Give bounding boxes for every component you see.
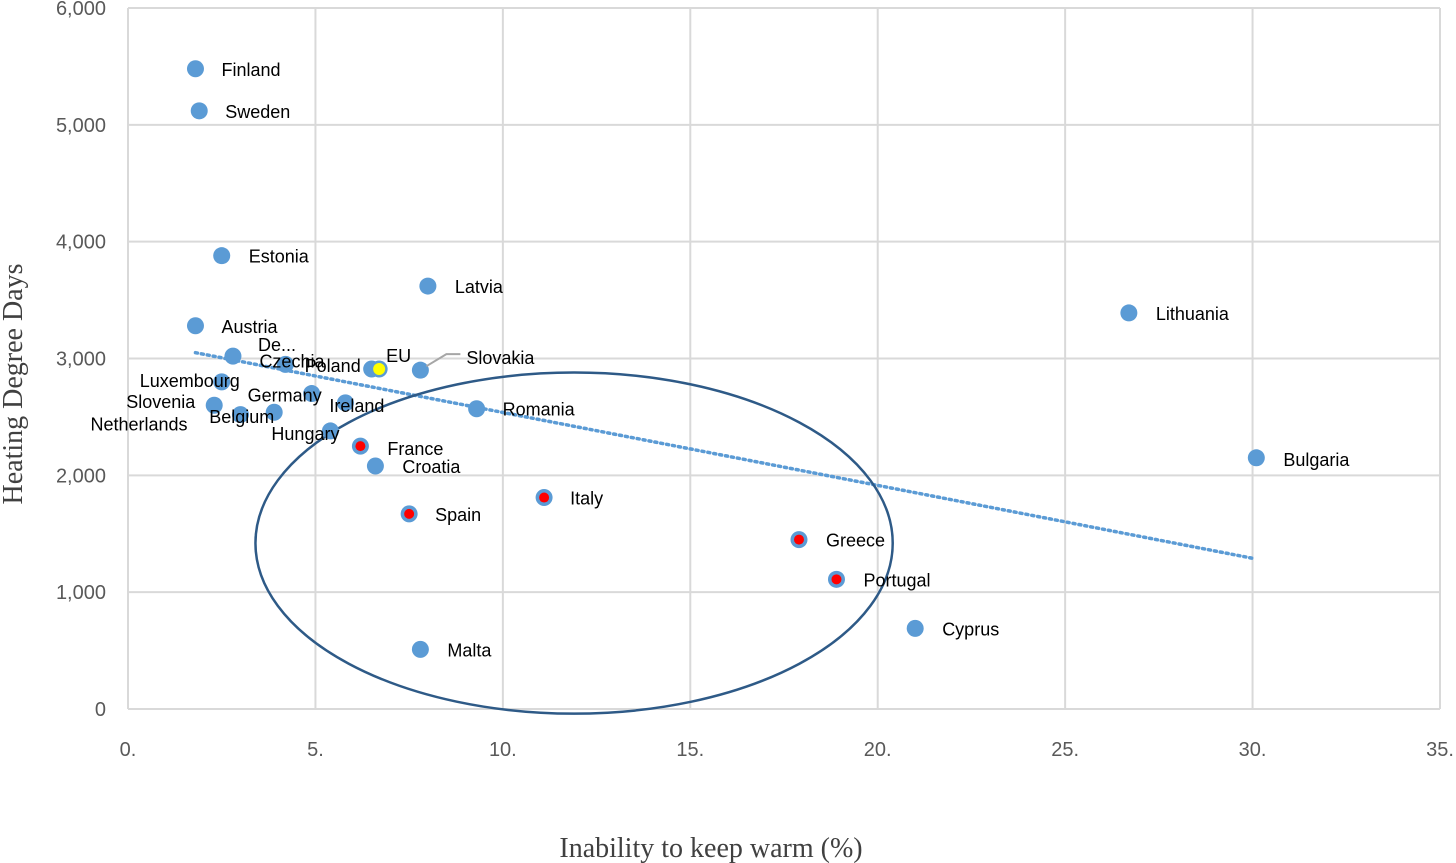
x-tick-label: 35.: [1426, 739, 1454, 761]
slovakia-leader-line: [425, 353, 461, 368]
label-luxembourg: Luxembourg: [140, 371, 240, 391]
point-cyprus: [906, 619, 924, 637]
point-czechia: [276, 355, 294, 373]
label-malta: Malta: [447, 640, 492, 660]
x-tick-label: 30.: [1239, 739, 1267, 761]
label-portugal: Portugal: [863, 570, 930, 590]
y-tick-label: 3,000: [56, 349, 106, 371]
point-bulgaria: [1247, 449, 1265, 467]
label-de: De...: [258, 335, 296, 355]
label-romania: Romania: [503, 400, 576, 420]
label-estonia: Estonia: [249, 247, 310, 267]
label-bulgaria: Bulgaria: [1283, 450, 1350, 470]
x-tick-label: 0.: [120, 739, 137, 761]
point-greece-core: [793, 534, 804, 545]
label-netherlands: Netherlands: [90, 415, 187, 435]
label-slovenia: Slovenia: [126, 392, 196, 412]
highlight-ellipse: [254, 371, 894, 715]
x-tick-label: 10.: [489, 739, 517, 761]
label-slovakia: Slovakia: [466, 348, 535, 368]
label-italy: Italy: [570, 489, 603, 509]
point-italy-core: [539, 492, 550, 503]
point-france-core: [355, 441, 366, 452]
point-sweden: [190, 102, 208, 120]
x-tick-label: 25.: [1051, 739, 1079, 761]
trendline: [193, 350, 1255, 561]
point-finland: [186, 60, 204, 78]
y-tick-label: 5,000: [56, 115, 106, 137]
x-tick-label: 5.: [307, 739, 324, 761]
label-belgium: Belgium: [209, 407, 274, 427]
y-tick-label: 4,000: [56, 232, 106, 254]
label-france: France: [387, 439, 443, 459]
point-spain-core: [404, 508, 415, 519]
point-portugal-core: [831, 574, 842, 585]
y-tick-label: 1,000: [56, 582, 106, 604]
y-tick-label: 2,000: [56, 465, 106, 487]
label-ireland: Ireland: [329, 396, 384, 416]
label-greece: Greece: [826, 531, 885, 551]
label-lithuania: Lithuania: [1156, 304, 1230, 324]
x-tick-label: 15.: [676, 739, 704, 761]
point-germany: [303, 385, 321, 403]
trendline-layer: [193, 350, 1255, 561]
y-tick-label: 6,000: [56, 0, 106, 20]
label-czechia: Czechia: [259, 351, 325, 371]
point-estonia: [213, 247, 231, 265]
label-austria: Austria: [221, 317, 278, 337]
label-poland: Poland: [305, 356, 361, 376]
point-labels: Finland Sweden Estonia Latvia Lithuania Austr…: [90, 60, 1350, 661]
label-hungary: Hungary: [271, 424, 339, 444]
point-malta: [411, 640, 429, 658]
label-latvia: Latvia: [455, 277, 504, 297]
data-points: [186, 60, 1265, 658]
label-germany: Germany: [248, 386, 322, 406]
point-croatia: [366, 457, 384, 475]
grid-lines: [127, 7, 1441, 710]
label-eu: EU: [386, 346, 411, 366]
point-belgium: [265, 403, 283, 421]
label-spain: Spain: [435, 505, 481, 525]
point-austria: [186, 317, 204, 335]
point-slovenia: [205, 396, 223, 414]
y-tick-label: 0: [95, 699, 106, 721]
label-finland: Finland: [221, 60, 280, 80]
ellipse-layer: [254, 371, 894, 715]
point-romania: [468, 400, 486, 418]
label-sweden: Sweden: [225, 102, 290, 122]
point-lithuania: [1120, 304, 1138, 322]
point-ireland: [336, 394, 354, 412]
x-axis-title: Inability to keep warm (%): [559, 833, 862, 863]
label-cyprus: Cyprus: [942, 619, 999, 639]
y-axis-title: Heating Degree Days: [0, 263, 29, 504]
point-slovakia: [411, 361, 429, 379]
point-latvia: [419, 277, 437, 295]
x-tick-label: 20.: [864, 739, 892, 761]
point-hungary: [321, 422, 339, 440]
point-de: [224, 347, 242, 365]
point-netherlands: [231, 406, 249, 424]
point-luxembourg: [213, 373, 231, 391]
label-croatia: Croatia: [402, 457, 461, 477]
point-eu-core: [373, 363, 386, 376]
tick-labels: 0. 5. 10. 15. 20. 25. 30. 35. 0 1,000 2,000 3,000 4,…: [56, 0, 1454, 761]
